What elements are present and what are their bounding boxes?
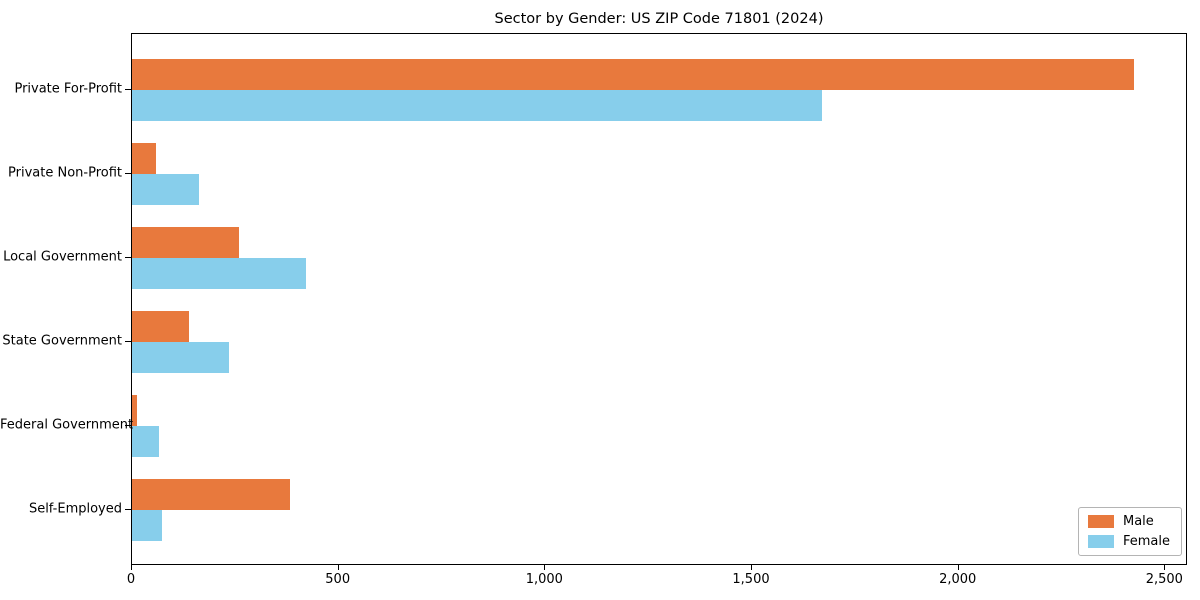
- legend-swatch-male: [1087, 515, 1114, 528]
- chart-title: Sector by Gender: US ZIP Code 71801 (202…: [494, 11, 824, 27]
- legend-label-female: Female: [1122, 534, 1170, 549]
- xtick-mark: [1164, 565, 1166, 570]
- bar-federal-government-male: [132, 395, 138, 426]
- bar-state-government-male: [132, 311, 189, 342]
- legend-label-male: Male: [1122, 514, 1154, 529]
- ytick-label-self-employed: Self-Employed: [28, 501, 122, 517]
- xtick-mark: [957, 565, 959, 570]
- ytick-label-private-for-profit: Private For-Profit: [14, 81, 122, 97]
- plot-area: Male Female: [131, 33, 1187, 565]
- xtick-label-1-500: 1,500: [732, 572, 770, 587]
- legend: Male Female: [1077, 507, 1182, 556]
- ytick-label-federal-government: Federal Government: [0, 417, 134, 433]
- legend-item-male: Male: [1087, 514, 1170, 529]
- xtick-mark: [337, 565, 339, 570]
- ytick-mark: [125, 425, 131, 426]
- bar-self-employed-female: [132, 510, 163, 541]
- bar-self-employed-male: [132, 479, 290, 510]
- xtick-label-0: 0: [126, 572, 136, 587]
- bar-federal-government-female: [132, 426, 160, 457]
- ytick-mark: [125, 89, 131, 90]
- xtick-label-2-500: 2,500: [1145, 572, 1183, 587]
- xtick-mark: [131, 565, 132, 570]
- legend-swatch-female: [1087, 535, 1114, 548]
- ytick-label-local-government: Local Government: [3, 249, 122, 265]
- xtick-mark: [544, 565, 546, 570]
- ytick-label-state-government: State Government: [2, 333, 122, 349]
- xtick-label-500: 500: [325, 572, 351, 587]
- bar-private-for-profit-female: [132, 90, 823, 121]
- bar-state-government-female: [132, 342, 229, 373]
- ytick-mark: [125, 509, 131, 510]
- bar-local-government-male: [132, 227, 239, 258]
- bar-private-non-profit-female: [132, 174, 199, 205]
- bar-private-non-profit-male: [132, 143, 156, 174]
- xtick-mark: [751, 565, 752, 570]
- bar-private-for-profit-male: [132, 59, 1135, 90]
- ytick-label-private-non-profit: Private Non-Profit: [8, 165, 122, 181]
- ytick-mark: [125, 341, 131, 342]
- bar-local-government-female: [132, 258, 306, 289]
- xtick-label-1-000: 1,000: [525, 572, 563, 587]
- xtick-label-2-000: 2,000: [939, 572, 977, 587]
- ytick-mark: [125, 173, 131, 174]
- ytick-mark: [125, 257, 131, 258]
- legend-item-female: Female: [1087, 534, 1170, 549]
